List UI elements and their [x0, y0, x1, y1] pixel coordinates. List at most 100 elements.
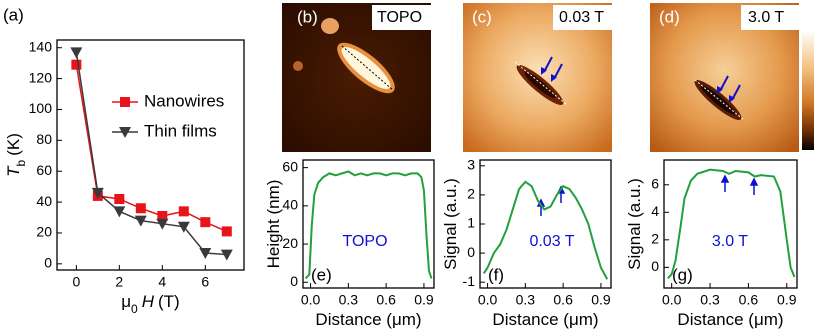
- x-axis-label: Distance (μm): [315, 310, 421, 329]
- x-axis-label-part: Distance (μm): [315, 310, 421, 329]
- y-axis-label: Height (nm): [264, 180, 283, 269]
- marker: [177, 221, 190, 233]
- x-axis-label-part: Distance (μm): [677, 310, 783, 329]
- annotation: TOPO: [342, 233, 387, 250]
- marker: [71, 59, 82, 70]
- legend-marker: [120, 97, 130, 107]
- marker: [91, 187, 104, 199]
- panel-label: (c): [472, 7, 492, 26]
- y-tick-label: 0: [651, 258, 659, 274]
- y-tick-label: 0: [467, 244, 475, 260]
- marker: [200, 217, 211, 228]
- y-tick-label: -1: [463, 273, 476, 289]
- x-tick-label: 0.6: [739, 292, 759, 308]
- marker: [156, 218, 169, 230]
- y-tick-label: 40: [282, 197, 298, 213]
- y-axis-label-part: (K): [4, 133, 23, 156]
- x-tick-label: 0.9: [777, 292, 797, 308]
- legend-label: Thin films: [144, 121, 217, 140]
- image-caption: TOPO: [377, 9, 422, 26]
- annotation: 3.0 T: [712, 233, 748, 250]
- plot-frame: [302, 159, 435, 289]
- marker: [221, 226, 232, 237]
- x-tick-label: 0.6: [553, 292, 573, 308]
- x-axis-label-part: μ: [121, 292, 131, 311]
- plot-frame: [663, 159, 798, 289]
- colorbar: [802, 30, 814, 150]
- x-tick-label: 0.0: [478, 292, 498, 308]
- legend-label: Nanowires: [144, 91, 224, 110]
- panel-label: (a): [3, 5, 24, 24]
- x-tick-label: 4: [158, 274, 166, 290]
- y-axis-label: Tb (K): [4, 133, 28, 177]
- image-mfm-high: (d) 3.0 T: [650, 3, 799, 152]
- marker: [199, 248, 212, 260]
- x-tick-label: 2: [115, 274, 123, 290]
- x-tick-label: 0.3: [339, 292, 359, 308]
- panel-label: (f): [488, 265, 504, 284]
- series-line: [304, 170, 433, 280]
- image-caption: 3.0 T: [748, 9, 784, 26]
- y-axis-label-part: Signal (a.u.): [625, 178, 644, 270]
- legend-marker: [119, 127, 131, 138]
- y-axis-label-part: b: [14, 159, 28, 166]
- marker: [113, 206, 126, 218]
- panel-label: (e): [311, 265, 332, 284]
- image-topo: (b) TOPO: [282, 3, 431, 152]
- plot-frame: [56, 39, 245, 271]
- image-mfm-low: (c) 0.03 T: [463, 3, 612, 152]
- x-tick-label: 0.9: [414, 292, 434, 308]
- x-axis-label-part: H: [142, 292, 155, 311]
- y-tick-label: 100: [29, 100, 53, 116]
- y-tick-label: 0: [44, 255, 52, 271]
- y-axis-label-part: Height (nm): [264, 180, 283, 269]
- x-axis-label-part: 0: [131, 302, 138, 316]
- series-line: [667, 168, 796, 280]
- y-axis-label-part: Signal (a.u.): [441, 178, 460, 270]
- y-tick-label: 20: [282, 235, 298, 251]
- y-tick-label: 2: [651, 231, 659, 247]
- y-tick-label: 80: [36, 131, 52, 147]
- y-tick-label: 6: [651, 175, 659, 191]
- image-caption: 0.03 T: [559, 9, 604, 26]
- x-tick-label: 0.3: [516, 292, 536, 308]
- marker: [134, 215, 147, 227]
- x-axis-label: μ0 H (T): [121, 292, 179, 316]
- series-line: [482, 180, 609, 280]
- marker: [135, 203, 146, 214]
- x-tick-label: 0.0: [662, 292, 682, 308]
- x-tick-label: 6: [201, 274, 209, 290]
- y-tick-label: 1: [467, 215, 475, 231]
- y-tick-label: 0: [290, 273, 298, 289]
- annotation: 0.03 T: [529, 233, 574, 250]
- y-tick-label: 60: [282, 158, 298, 174]
- y-tick-label: 2: [467, 186, 475, 202]
- panel-label: (d): [659, 7, 680, 26]
- y-tick-label: 40: [36, 193, 52, 209]
- x-tick-label: 0.3: [700, 292, 720, 308]
- x-axis-label-part: (T): [158, 292, 180, 311]
- series-line: [75, 64, 228, 233]
- marker: [114, 193, 125, 204]
- y-tick-label: 3: [467, 157, 475, 173]
- panel-label: (b): [297, 7, 318, 26]
- x-axis-label: Distance (μm): [677, 310, 783, 329]
- y-tick-label: 140: [29, 38, 53, 54]
- x-tick-label: 0.6: [376, 292, 396, 308]
- y-axis-label: Signal (a.u.): [625, 178, 644, 270]
- marker: [70, 47, 83, 59]
- y-tick-label: 60: [36, 162, 52, 178]
- y-axis-label: Signal (a.u.): [441, 178, 460, 270]
- marker: [157, 210, 168, 221]
- x-tick-label: 0.9: [591, 292, 611, 308]
- y-axis-label-part: T: [4, 165, 23, 177]
- y-tick-label: 120: [29, 69, 53, 85]
- marker: [178, 206, 189, 217]
- panel-label: (g): [672, 265, 693, 284]
- profile-arrows: [536, 174, 759, 216]
- x-tick-label: 0.0: [301, 292, 321, 308]
- y-tick-label: 20: [36, 224, 52, 240]
- x-axis-label: Distance (μm): [492, 310, 598, 329]
- x-axis-label-part: Distance (μm): [492, 310, 598, 329]
